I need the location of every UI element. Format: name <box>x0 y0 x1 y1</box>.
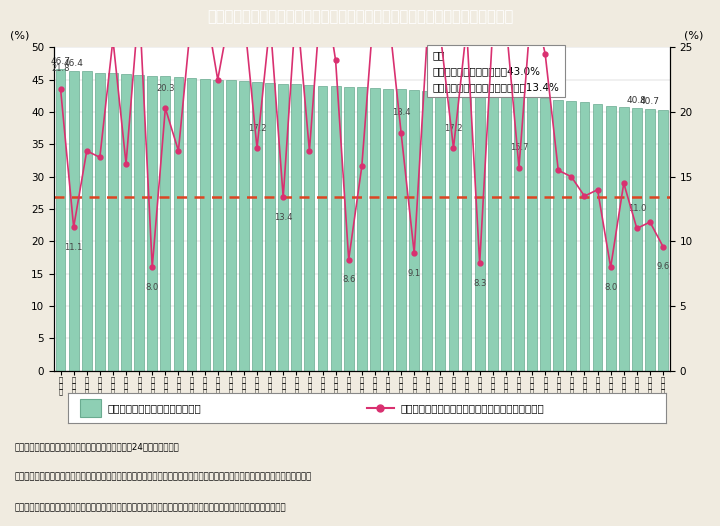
Bar <box>488 94 498 371</box>
Bar <box>567 101 576 371</box>
FancyBboxPatch shape <box>81 399 102 417</box>
Bar <box>330 86 341 371</box>
Bar <box>68 70 78 371</box>
Bar <box>409 90 419 371</box>
Bar <box>121 74 131 371</box>
Bar <box>619 107 629 371</box>
Text: （備考）　１．総務省「就業構造基本調査」（平成24年）より作成。: （備考） １．総務省「就業構造基本調査」（平成24年）より作成。 <box>14 442 179 451</box>
Bar <box>279 84 288 371</box>
Bar <box>658 110 668 371</box>
Text: 11.1: 11.1 <box>65 242 83 252</box>
Text: 46.7: 46.7 <box>50 57 71 66</box>
Bar <box>134 75 144 371</box>
Text: 17.2: 17.2 <box>248 124 266 133</box>
Bar <box>213 79 222 371</box>
Text: 17.2: 17.2 <box>444 124 463 133</box>
Text: 8.6: 8.6 <box>342 275 356 284</box>
Bar <box>462 93 472 371</box>
Text: 15.7: 15.7 <box>510 143 528 152</box>
Text: 18.4: 18.4 <box>392 108 410 117</box>
Text: 13.4: 13.4 <box>274 213 292 222</box>
Text: 9.1: 9.1 <box>408 269 420 278</box>
Bar <box>318 86 328 371</box>
Bar <box>239 81 249 371</box>
Bar <box>423 90 432 371</box>
Text: (%): (%) <box>9 31 29 41</box>
Bar <box>108 73 118 371</box>
Bar <box>436 92 445 371</box>
Bar <box>186 78 197 371</box>
Text: 20.3: 20.3 <box>156 84 174 93</box>
Text: 11.0: 11.0 <box>628 204 646 213</box>
Bar <box>343 87 354 371</box>
Bar <box>357 87 366 371</box>
Bar <box>226 80 235 371</box>
Bar <box>593 104 603 371</box>
Bar <box>501 95 510 371</box>
Bar <box>55 69 66 371</box>
Text: 有業者総数に占める割合（女性）: 有業者総数に占める割合（女性） <box>107 403 201 413</box>
Bar <box>174 77 184 371</box>
Bar <box>580 103 590 371</box>
Text: 40.7: 40.7 <box>640 97 660 106</box>
Bar <box>554 100 563 371</box>
Bar <box>514 96 524 371</box>
Bar <box>396 89 406 371</box>
Text: 8.0: 8.0 <box>145 283 159 292</box>
Text: 8.3: 8.3 <box>473 279 487 288</box>
Text: 9.6: 9.6 <box>657 262 670 271</box>
Bar <box>632 107 642 371</box>
Text: 全般又は課（課相当を含む）以上の内部組織の経営・管理に従事するものを指す。公務員も含まれる。: 全般又は課（課相当を含む）以上の内部組織の経営・管理に従事するものを指す。公務員… <box>14 503 286 512</box>
Text: 全国
有業者総数に占める割合　43.0%
管理的職業従事者に占める割合　13.4%: 全国 有業者総数に占める割合 43.0% 管理的職業従事者に占める割合 13.4… <box>433 50 559 92</box>
Bar <box>383 89 393 371</box>
Bar <box>645 109 655 371</box>
Text: 43.0: 43.0 <box>456 81 477 90</box>
Bar <box>148 76 157 371</box>
Bar <box>252 82 262 371</box>
Bar <box>292 84 301 371</box>
Text: 管理的職業従事者に占める割合（女性）（右目盛）: 管理的職業従事者に占める割合（女性）（右目盛） <box>400 403 544 413</box>
Text: 40.8: 40.8 <box>627 96 647 105</box>
Bar <box>449 92 459 371</box>
Text: ２．管理的職業従事者とは，事業経営方針の決定・経営方針に基づく執行計画の樹立・作業の監督・統制等，経営体の: ２．管理的職業従事者とは，事業経営方針の決定・経営方針に基づく執行計画の樹立・作… <box>14 473 312 482</box>
Bar <box>540 98 550 371</box>
Bar <box>265 83 275 371</box>
Bar <box>199 79 210 371</box>
Bar <box>161 76 170 371</box>
Text: 8.0: 8.0 <box>604 283 617 292</box>
Bar <box>474 93 485 371</box>
Bar <box>606 106 616 371</box>
Bar <box>527 97 537 371</box>
Text: 21.8: 21.8 <box>51 64 70 73</box>
Bar <box>95 73 104 371</box>
Text: (%): (%) <box>684 31 703 41</box>
Text: 46.4: 46.4 <box>63 59 84 68</box>
Bar <box>82 72 91 371</box>
Bar <box>370 88 380 371</box>
Bar <box>305 85 315 371</box>
Text: Ｉ－特－８図　有業者と管理的職業従事者に占める女性の割合（都道府県別）: Ｉ－特－８図 有業者と管理的職業従事者に占める女性の割合（都道府県別） <box>207 9 513 25</box>
